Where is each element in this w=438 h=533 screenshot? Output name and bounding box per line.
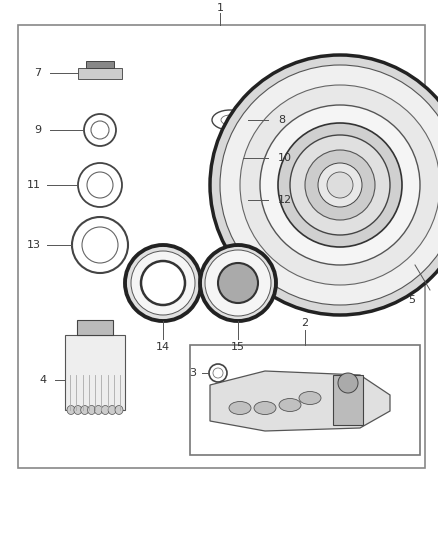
Ellipse shape bbox=[115, 406, 123, 415]
Circle shape bbox=[327, 172, 353, 198]
Polygon shape bbox=[210, 371, 390, 431]
Circle shape bbox=[131, 251, 195, 315]
Circle shape bbox=[305, 150, 375, 220]
Ellipse shape bbox=[95, 406, 102, 415]
Text: 10: 10 bbox=[278, 153, 292, 163]
Text: 13: 13 bbox=[27, 240, 41, 250]
Text: 2: 2 bbox=[301, 318, 308, 328]
Ellipse shape bbox=[67, 406, 75, 415]
Circle shape bbox=[294, 192, 306, 204]
Text: 9: 9 bbox=[35, 125, 42, 135]
Circle shape bbox=[294, 166, 306, 178]
Ellipse shape bbox=[254, 401, 276, 415]
Circle shape bbox=[368, 204, 380, 216]
Circle shape bbox=[309, 145, 321, 157]
Polygon shape bbox=[65, 335, 125, 410]
Ellipse shape bbox=[74, 406, 82, 415]
Text: 14: 14 bbox=[156, 342, 170, 352]
Circle shape bbox=[210, 55, 438, 315]
Polygon shape bbox=[78, 68, 122, 79]
Ellipse shape bbox=[229, 401, 251, 415]
Circle shape bbox=[347, 139, 359, 151]
Circle shape bbox=[359, 145, 371, 157]
Text: 12: 12 bbox=[278, 195, 292, 205]
Circle shape bbox=[278, 123, 402, 247]
Circle shape bbox=[338, 373, 358, 393]
Circle shape bbox=[334, 137, 346, 149]
Text: 15: 15 bbox=[231, 342, 245, 352]
Circle shape bbox=[368, 155, 380, 166]
Circle shape bbox=[359, 213, 371, 225]
Polygon shape bbox=[77, 320, 113, 335]
Text: 1: 1 bbox=[216, 3, 223, 13]
Text: 5: 5 bbox=[409, 295, 416, 305]
Text: 8: 8 bbox=[278, 115, 285, 125]
Circle shape bbox=[125, 245, 201, 321]
Circle shape bbox=[290, 135, 390, 235]
Ellipse shape bbox=[81, 406, 89, 415]
Circle shape bbox=[321, 219, 333, 231]
Circle shape bbox=[141, 261, 185, 305]
Polygon shape bbox=[333, 375, 363, 425]
Circle shape bbox=[321, 139, 333, 151]
Circle shape bbox=[220, 65, 438, 305]
Ellipse shape bbox=[299, 392, 321, 405]
Text: 7: 7 bbox=[35, 68, 42, 78]
Circle shape bbox=[309, 213, 321, 225]
Ellipse shape bbox=[101, 406, 110, 415]
Circle shape bbox=[376, 179, 388, 191]
Circle shape bbox=[218, 263, 258, 303]
Circle shape bbox=[318, 163, 362, 207]
Circle shape bbox=[240, 85, 438, 285]
Ellipse shape bbox=[108, 406, 116, 415]
Circle shape bbox=[334, 221, 346, 233]
Circle shape bbox=[292, 179, 304, 191]
Circle shape bbox=[300, 155, 312, 166]
Circle shape bbox=[374, 166, 386, 178]
Circle shape bbox=[205, 250, 271, 316]
Ellipse shape bbox=[88, 406, 95, 415]
Circle shape bbox=[374, 192, 386, 204]
Circle shape bbox=[260, 105, 420, 265]
Text: 4: 4 bbox=[39, 375, 46, 385]
Text: 11: 11 bbox=[27, 180, 41, 190]
Circle shape bbox=[300, 204, 312, 216]
Circle shape bbox=[200, 245, 276, 321]
Circle shape bbox=[347, 219, 359, 231]
Text: 3: 3 bbox=[190, 368, 197, 378]
Ellipse shape bbox=[279, 399, 301, 411]
Polygon shape bbox=[86, 61, 114, 68]
